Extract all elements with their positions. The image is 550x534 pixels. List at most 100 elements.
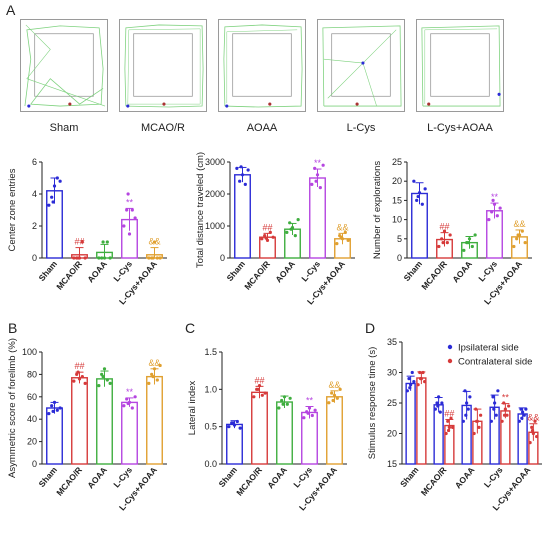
- category-label-aoaa: AOAA: [85, 465, 109, 491]
- l-cys-ipsilateral-side-data-point: [494, 413, 498, 417]
- l-cys-data-point: [122, 224, 126, 228]
- l-cys-aoaa-bar: [146, 375, 163, 465]
- category-label-l-cys: L-Cys: [291, 465, 314, 490]
- l-cys-aoaa-data-point: [343, 230, 347, 234]
- l-cys-data-point: [492, 202, 497, 206]
- aoaa-contralateral-side-data-point: [474, 419, 479, 423]
- mcao-r-data-point: [257, 384, 262, 388]
- category-label-aoaa: AOAA: [453, 465, 477, 491]
- sham-contralateral-side-data-point: [418, 370, 422, 375]
- sham-data-point: [55, 408, 59, 412]
- aoaa-data-point: [285, 402, 289, 406]
- sham-data-point: [235, 419, 239, 424]
- l-cys-aoaa-ipsilateral-side-data-point: [522, 413, 526, 417]
- l-cys-data-point: [133, 395, 137, 399]
- mcao-r-ipsilateral-side-data-point: [436, 404, 440, 408]
- sham-data-point: [238, 179, 242, 183]
- l-cys-aoaa-data-point: [332, 393, 337, 397]
- significance-mark-mcao-r: ##: [254, 375, 264, 385]
- category-label-mcao-r: MCAO/R: [54, 465, 84, 498]
- sham-data-point: [52, 184, 57, 188]
- sham-data-point: [235, 166, 239, 170]
- mcao-r-data-point: [80, 240, 84, 244]
- y-tick-label: 15: [387, 459, 397, 469]
- aoaa-data-point: [288, 221, 292, 225]
- sham-ipsilateral-side-data-point: [407, 377, 411, 381]
- aoaa-data-point: [282, 395, 287, 399]
- l-cys-data-point: [125, 397, 129, 401]
- significance-mark-l-cys-aoaa: &&: [148, 237, 160, 247]
- l-cys-aoaa-contralateral-side-data-point: [530, 428, 535, 433]
- category-label-aoaa: AOAA: [85, 259, 109, 285]
- l-cys-data-point: [122, 404, 126, 408]
- l-cys-aoaa-bar: [326, 396, 343, 465]
- legend-marker-ipsilateral-side: [447, 344, 453, 350]
- aoaa-data-point: [470, 244, 474, 249]
- aoaa-bar: [96, 378, 113, 465]
- y-tick-label: 1000: [205, 221, 225, 231]
- y-tick-label: 20: [387, 429, 397, 439]
- l-cys-data-point: [487, 218, 491, 222]
- aoaa-ipsilateral-side-data-point: [461, 419, 465, 423]
- y-tick-label: 0: [32, 459, 37, 469]
- mcao-r-data-point: [441, 241, 445, 245]
- l-cys-aoaa-contralateral-side-data-point: [530, 425, 534, 429]
- y-axis-title: Stimulus response time (s): [367, 347, 378, 459]
- l-cys-aoaa-data-point: [520, 229, 524, 233]
- l-cys-data-point: [313, 408, 317, 412]
- y-tick-label: 0: [220, 253, 225, 263]
- mcao-r-ipsilateral-side-data-point: [437, 395, 441, 399]
- mcao-r-data-point: [76, 370, 80, 374]
- significance-mark-l-cys-aoaa: &&: [527, 413, 539, 423]
- y-tick-label: 10: [392, 215, 402, 225]
- sham-data-point: [47, 412, 51, 416]
- aoaa-data-point: [102, 367, 107, 371]
- sham-bar: [226, 423, 243, 465]
- mcao-r-ipsilateral-side-data-point: [435, 401, 439, 405]
- y-tick-label: 80: [27, 369, 37, 379]
- aoaa-data-point: [101, 375, 105, 379]
- y-axis-title: Number of explorations: [372, 161, 383, 259]
- l-cys-aoaa-data-point: [155, 256, 159, 260]
- y-tick-label: 3000: [205, 157, 225, 167]
- mcao-r-contralateral-side-data-point: [449, 416, 453, 420]
- track-label-lcys: L-Cys: [346, 122, 376, 134]
- y-tick-label: 25: [387, 398, 397, 408]
- significance-mark-l-cys-aoaa: &&: [336, 222, 348, 232]
- l-cys-data-point: [498, 206, 502, 210]
- l-cys-aoaa-data-point: [512, 244, 516, 249]
- significance-mark-l-cys: **: [306, 396, 314, 406]
- l-cys-aoaa-data-point: [515, 237, 519, 241]
- l-cys-aoaa-data-point: [151, 256, 155, 260]
- l-cys-aoaa-data-point: [523, 241, 527, 245]
- chart-asymmetric-score: 0 20 40 60 80 100 Asymmetric score of forelimb…: [0, 330, 180, 530]
- aoaa-data-point: [277, 406, 281, 410]
- l-cys-ipsilateral-side-data-point: [492, 407, 496, 411]
- l-cys-aoaa-contralateral-side-data-point: [533, 419, 537, 423]
- aoaa-data-point: [105, 240, 109, 244]
- significance-mark-l-cys: **: [502, 393, 510, 403]
- legend-marker-contralateral-side: [447, 358, 453, 364]
- mcao-r-data-point: [271, 235, 275, 239]
- aoaa-data-point: [473, 233, 477, 237]
- aoaa-contralateral-side-data-point: [479, 413, 483, 417]
- sham-data-point: [412, 179, 416, 183]
- l-cys-aoaa-contralateral-side-data-point: [528, 441, 532, 445]
- l-cys-data-point: [126, 401, 130, 406]
- category-label-mcao-r: MCAO/R: [419, 465, 449, 498]
- category-label-sham: Sham: [36, 259, 59, 283]
- mcao-r-contralateral-side-data-point: [446, 419, 450, 423]
- l-cys-aoaa-data-point: [158, 256, 162, 260]
- mcao-r-ipsilateral-side-bar: [433, 404, 444, 465]
- sham-ipsilateral-side-bar: [405, 382, 416, 465]
- y-tick-label: 60: [27, 392, 37, 402]
- y-tick-label: 0: [397, 253, 402, 263]
- significance-mark-l-cys: **: [126, 197, 134, 207]
- y-tick-label: 25: [392, 157, 402, 167]
- y-tick-label: 0.0: [204, 459, 217, 469]
- track-label-sham: Sham: [49, 122, 79, 134]
- sham-contralateral-side-data-point: [416, 383, 420, 387]
- y-tick-label: 2000: [205, 189, 225, 199]
- chart-lateral-index: 0.0 0.5 1.0 1.5 Lateral index Sham MCAO/R AOAA L…: [180, 330, 360, 530]
- l-cys-aoaa-data-point: [338, 387, 342, 391]
